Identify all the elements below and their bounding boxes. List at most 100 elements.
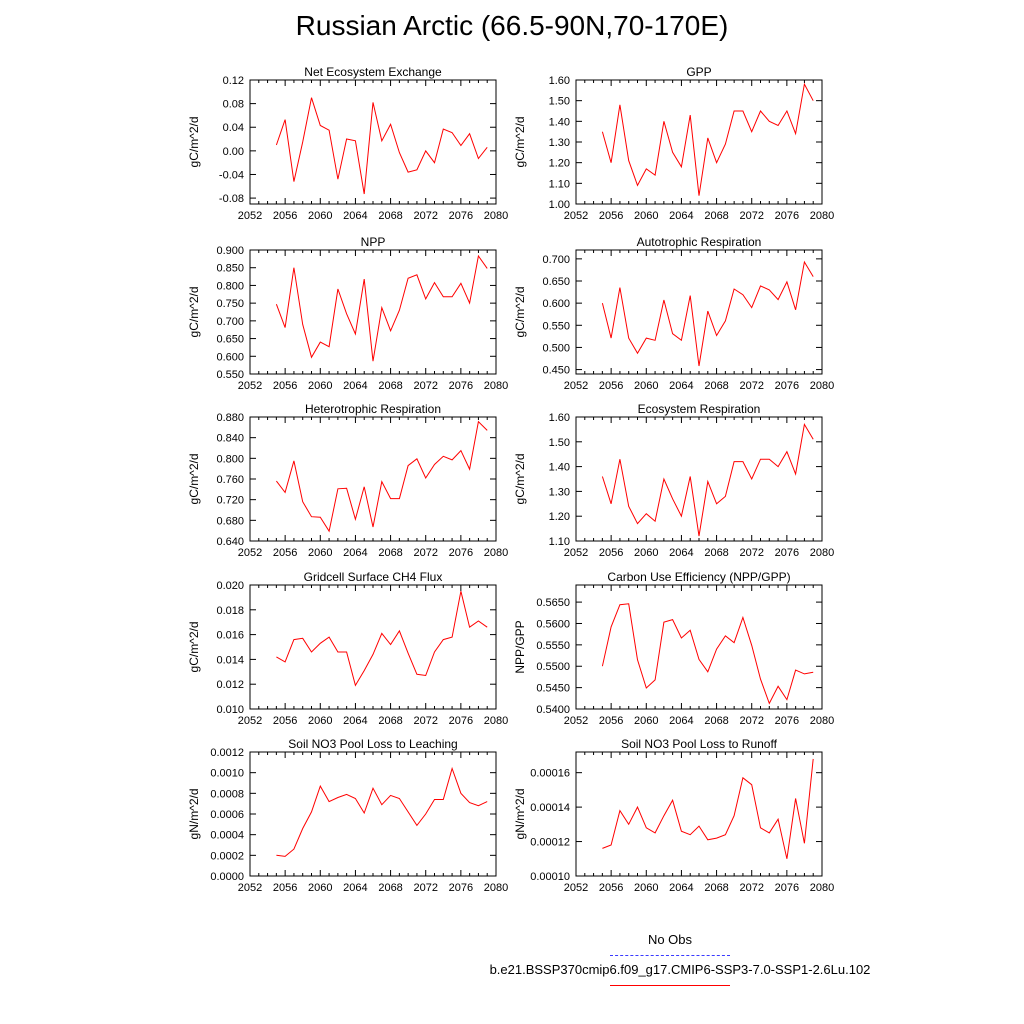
y-tick-label: 0.020 xyxy=(216,580,244,592)
x-tick-label: 2080 xyxy=(484,547,508,559)
x-tick-label: 2072 xyxy=(739,210,763,222)
y-axis-label: gC/m^2/d xyxy=(187,287,201,338)
x-tick-label: 2076 xyxy=(775,380,799,392)
x-tick-label: 2060 xyxy=(308,715,332,727)
x-tick-label: 2072 xyxy=(739,715,763,727)
chart-panel-3: NPP gC/m^2/d 2052 2056 2060 2064 2068 2072 2076 2… xyxy=(187,235,508,392)
x-tick-label: 2076 xyxy=(775,547,799,559)
y-tick-label: 0.600 xyxy=(542,298,570,310)
panel-title: Carbon Use Efficiency (NPP/GPP) xyxy=(607,570,790,584)
x-tick-label: 2072 xyxy=(739,380,763,392)
series-line xyxy=(275,97,488,195)
chart-panel-9: Soil NO3 Pool Loss to Leaching gN/m^2/d 20… xyxy=(187,737,508,894)
legend: No Obs b.e21.BSSP370cmip6.f09_g17.CMIP6-… xyxy=(0,930,1024,1000)
series-line xyxy=(276,591,488,687)
x-tick-label: 2056 xyxy=(273,380,297,392)
series-line xyxy=(276,766,488,857)
chart-panel-5: Heterotrophic Respiration gC/m^2/d 2052 205… xyxy=(187,402,508,559)
x-tick-label: 2068 xyxy=(704,882,728,894)
y-tick-label: 0.680 xyxy=(216,515,244,527)
x-tick-label: 2076 xyxy=(775,715,799,727)
y-tick-label: 0.600 xyxy=(216,351,244,363)
x-tick-label: 2072 xyxy=(413,547,437,559)
series-line xyxy=(601,422,814,537)
x-tick-label: 2064 xyxy=(343,547,367,559)
plot-frame xyxy=(575,751,823,877)
x-tick-label: 2076 xyxy=(449,380,473,392)
x-tick-label: 2052 xyxy=(238,210,262,222)
y-tick-label: 0.700 xyxy=(216,316,244,328)
series-line xyxy=(601,603,814,705)
y-tick-label: 0.0012 xyxy=(210,747,244,759)
y-tick-label: 1.40 xyxy=(549,116,570,128)
chart-panel-2: GPP gC/m^2/d 2052 2056 2060 2064 2068 2072 2076 2… xyxy=(513,65,834,222)
y-tick-label: 1.60 xyxy=(549,75,570,87)
y-tick-label: 0.550 xyxy=(216,369,244,381)
y-axis-label: gC/m^2/d xyxy=(513,287,527,338)
x-tick-label: 2080 xyxy=(810,380,834,392)
y-axis-label: gC/m^2/d xyxy=(187,622,201,673)
x-tick-label: 2076 xyxy=(449,882,473,894)
x-tick-label: 2060 xyxy=(308,547,332,559)
x-tick-label: 2056 xyxy=(599,380,623,392)
x-tick-label: 2080 xyxy=(810,547,834,559)
series-line xyxy=(602,758,814,859)
x-tick-label: 2052 xyxy=(238,547,262,559)
x-tick-label: 2068 xyxy=(704,380,728,392)
x-tick-label: 2064 xyxy=(669,210,693,222)
series-line xyxy=(276,420,488,533)
y-tick-label: 0.08 xyxy=(223,99,244,111)
x-tick-label: 2072 xyxy=(413,715,437,727)
x-tick-label: 2064 xyxy=(669,547,693,559)
x-tick-label: 2068 xyxy=(378,380,402,392)
y-tick-label: 1.50 xyxy=(549,96,570,108)
y-tick-label: 1.20 xyxy=(549,158,570,170)
x-tick-label: 2080 xyxy=(484,380,508,392)
x-tick-label: 2052 xyxy=(564,380,588,392)
y-tick-label: 0.850 xyxy=(216,263,244,275)
y-tick-label: 1.50 xyxy=(549,437,570,449)
y-tick-label: 1.10 xyxy=(549,536,570,548)
x-tick-label: 2056 xyxy=(273,547,297,559)
y-tick-label: 0.00016 xyxy=(530,768,570,780)
chart-panel-8: Carbon Use Efficiency (NPP/GPP) NPP/GPP 20… xyxy=(513,570,834,727)
x-tick-label: 2060 xyxy=(634,547,658,559)
x-tick-label: 2072 xyxy=(413,210,437,222)
x-tick-label: 2060 xyxy=(634,210,658,222)
y-tick-label: 0.650 xyxy=(542,276,570,288)
y-tick-label: 0.04 xyxy=(223,122,244,134)
y-tick-label: 0.640 xyxy=(216,536,244,548)
x-tick-label: 2064 xyxy=(669,715,693,727)
x-tick-label: 2068 xyxy=(704,715,728,727)
x-tick-label: 2064 xyxy=(669,882,693,894)
y-tick-label: 0.5550 xyxy=(536,640,570,652)
y-tick-label: 0.5400 xyxy=(536,704,570,716)
y-tick-label: 0.0010 xyxy=(210,768,244,780)
panel-title: NPP xyxy=(361,235,386,249)
x-tick-label: 2068 xyxy=(704,547,728,559)
plot-frame xyxy=(249,584,497,710)
x-tick-label: 2052 xyxy=(564,210,588,222)
y-tick-label: 0.840 xyxy=(216,433,244,445)
x-tick-label: 2060 xyxy=(634,882,658,894)
panel-title: Heterotrophic Respiration xyxy=(305,402,441,416)
x-tick-label: 2068 xyxy=(704,210,728,222)
x-tick-label: 2060 xyxy=(308,882,332,894)
y-axis-label: gC/m^2/d xyxy=(187,117,201,168)
y-tick-label: 0.650 xyxy=(216,334,244,346)
x-tick-label: 2052 xyxy=(238,715,262,727)
chart-panel-7: Gridcell Surface CH4 Flux gC/m^2/d 2052 205… xyxy=(187,570,508,727)
x-tick-label: 2076 xyxy=(775,210,799,222)
x-tick-label: 2068 xyxy=(378,210,402,222)
y-tick-label: 0.00010 xyxy=(530,871,570,883)
x-tick-label: 2068 xyxy=(378,882,402,894)
x-tick-label: 2056 xyxy=(273,210,297,222)
plot-frame xyxy=(249,751,497,877)
y-tick-label: 0.720 xyxy=(216,495,244,507)
y-tick-label: 0.900 xyxy=(216,245,244,257)
y-tick-label: 1.20 xyxy=(549,511,570,523)
x-tick-label: 2052 xyxy=(564,882,588,894)
x-tick-label: 2064 xyxy=(343,380,367,392)
y-tick-label: 1.30 xyxy=(549,486,570,498)
legend-run-line xyxy=(610,985,730,986)
